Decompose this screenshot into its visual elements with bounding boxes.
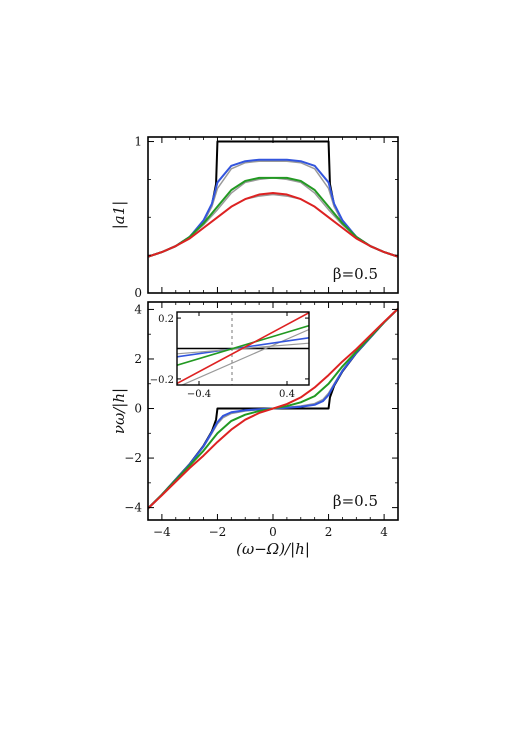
x-tick-label: 4 — [380, 525, 388, 539]
y-tick-label: 0.2 — [158, 314, 174, 325]
y-tick-label: 0 — [134, 286, 142, 300]
plot-frame — [176, 311, 310, 386]
bottom-panel: −4 −2 0 2 4 −4 −2 0 2 4 β=0.5 (ω−Ω)/|h| νω/|h| — [110, 301, 399, 558]
series-line-2 — [148, 158, 398, 258]
y-tick-label: 4 — [134, 302, 142, 316]
inset-panel: −0.4 0.4 −0.2 0.2 — [150, 311, 310, 400]
series-line-1 — [180, 328, 309, 385]
y-axis-label: |a1| — [110, 201, 128, 230]
y-tick-label: 0 — [134, 402, 142, 416]
x-tick-label: −4 — [153, 525, 171, 539]
series-line-5 — [148, 193, 398, 258]
series-line-6 — [148, 192, 398, 258]
x-tick-label: −0.4 — [187, 389, 211, 400]
series-line-4 — [177, 324, 309, 367]
x-axis-label: (ω−Ω)/|h| — [236, 540, 310, 558]
beta-annotation: β=0.5 — [333, 492, 378, 510]
series-line-4 — [148, 176, 398, 258]
y-axis-label: νω/|h| — [110, 388, 128, 434]
y-tick-label: 1 — [134, 135, 142, 149]
x-tick-label: 0 — [269, 525, 277, 539]
series-line-4 — [148, 307, 398, 510]
y-tick-label: 2 — [134, 352, 142, 366]
series-group — [148, 307, 398, 510]
y-tick-label: −4 — [124, 501, 142, 515]
x-tick-label: 0.4 — [279, 389, 295, 400]
series-line-1 — [148, 160, 398, 258]
x-tick-label: 2 — [325, 525, 333, 539]
y-tick-label: −0.2 — [150, 375, 174, 386]
series-group — [177, 312, 309, 385]
series-line-3 — [148, 177, 398, 258]
series-group — [148, 140, 398, 258]
top-panel: 0 1 β=0.5 |a1| — [110, 135, 399, 300]
series-line-5 — [177, 312, 309, 385]
beta-annotation: β=0.5 — [333, 265, 378, 283]
y-tick-label: −2 — [124, 451, 142, 465]
x-tick-label: −2 — [209, 525, 227, 539]
